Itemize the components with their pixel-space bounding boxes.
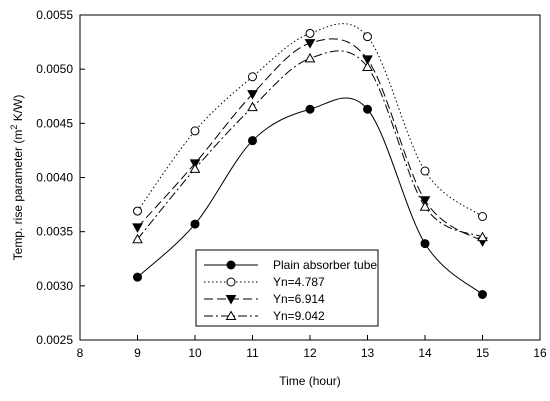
data-point bbox=[305, 104, 315, 114]
data-point bbox=[478, 212, 487, 221]
legend-label: Plain absorber tube bbox=[273, 258, 377, 272]
x-tick-label: 8 bbox=[77, 346, 84, 360]
y-axis-title-superscript: 2 bbox=[9, 125, 19, 130]
y-axis-title: Temp. rise parameter (m2 K/W) bbox=[9, 95, 25, 261]
x-tick-label: 10 bbox=[188, 346, 202, 360]
legend-marker bbox=[226, 277, 236, 287]
x-axis-title: Time (hour) bbox=[279, 374, 341, 388]
x-tick-label: 9 bbox=[134, 346, 141, 360]
x-tick-label: 15 bbox=[476, 346, 490, 360]
x-tick-label: 12 bbox=[303, 346, 317, 360]
data-point bbox=[363, 104, 372, 114]
legend-item: Plain absorber tube bbox=[204, 258, 377, 272]
data-point bbox=[247, 90, 258, 100]
data-point bbox=[478, 290, 487, 299]
x-tick-label: 13 bbox=[361, 346, 375, 360]
y-tick-label: 0.0045 bbox=[36, 116, 73, 130]
x-tick-label: 11 bbox=[246, 346, 259, 360]
legend-item: Yn=6.914 bbox=[204, 292, 325, 306]
series-line bbox=[137, 23, 483, 217]
series-layer bbox=[132, 23, 488, 299]
data-point bbox=[420, 239, 430, 249]
y-tick-label: 0.0055 bbox=[36, 8, 73, 22]
series-line bbox=[137, 38, 483, 242]
data-point bbox=[132, 233, 143, 244]
y-tick-label: 0.0035 bbox=[36, 225, 73, 239]
data-point bbox=[190, 219, 200, 229]
data-point bbox=[362, 55, 373, 65]
data-point bbox=[362, 61, 373, 71]
x-tick-label: 14 bbox=[418, 346, 432, 360]
data-point bbox=[304, 52, 316, 63]
y-axis-title-tail: K/W) bbox=[11, 95, 25, 125]
legend-label: Yn=6.914 bbox=[273, 292, 325, 306]
x-axis: 8 9 10 11 12 13 14 15 16 bbox=[77, 335, 547, 360]
y-tick-label: 0.0030 bbox=[36, 279, 73, 293]
data-point bbox=[132, 223, 143, 233]
data-point bbox=[477, 231, 488, 242]
y-axis: 0.0025 0.0030 0.0035 0.0040 0.0045 0.0050 0.00… bbox=[36, 8, 85, 347]
legend-item: Yn=4.787 bbox=[204, 275, 325, 289]
data-point bbox=[189, 163, 201, 173]
data-point bbox=[419, 201, 431, 211]
data-point bbox=[419, 196, 431, 206]
data-point bbox=[420, 166, 430, 176]
data-point bbox=[248, 72, 257, 82]
legend: Plain absorber tube Yn=4.787 Yn=6.914 Yn=9.… bbox=[195, 249, 379, 327]
y-tick-label: 0.0040 bbox=[36, 171, 73, 185]
y-axis-title-main: Temp. rise parameter (m bbox=[11, 130, 25, 261]
data-point bbox=[363, 32, 372, 42]
data-point bbox=[247, 101, 258, 112]
data-point bbox=[190, 126, 200, 136]
legend-marker bbox=[225, 310, 237, 320]
legend-label: Yn=9.042 bbox=[273, 309, 325, 323]
legend-item: Yn=9.042 bbox=[204, 309, 325, 323]
series-line bbox=[137, 50, 483, 240]
series-2 bbox=[133, 23, 487, 221]
series-4 bbox=[132, 50, 488, 244]
data-point bbox=[248, 136, 257, 146]
legend-box bbox=[195, 249, 379, 327]
data-point bbox=[133, 206, 142, 216]
data-point bbox=[133, 272, 142, 282]
legend-marker bbox=[226, 260, 236, 270]
y-tick-label: 0.0025 bbox=[36, 333, 73, 347]
legend-label: Yn=4.787 bbox=[273, 275, 325, 289]
data-point bbox=[304, 39, 316, 49]
x-tick-label: 16 bbox=[533, 346, 547, 360]
data-point bbox=[305, 28, 315, 38]
legend-marker bbox=[225, 295, 237, 305]
series-1 bbox=[133, 97, 487, 299]
y-tick-label: 0.0050 bbox=[36, 62, 73, 76]
